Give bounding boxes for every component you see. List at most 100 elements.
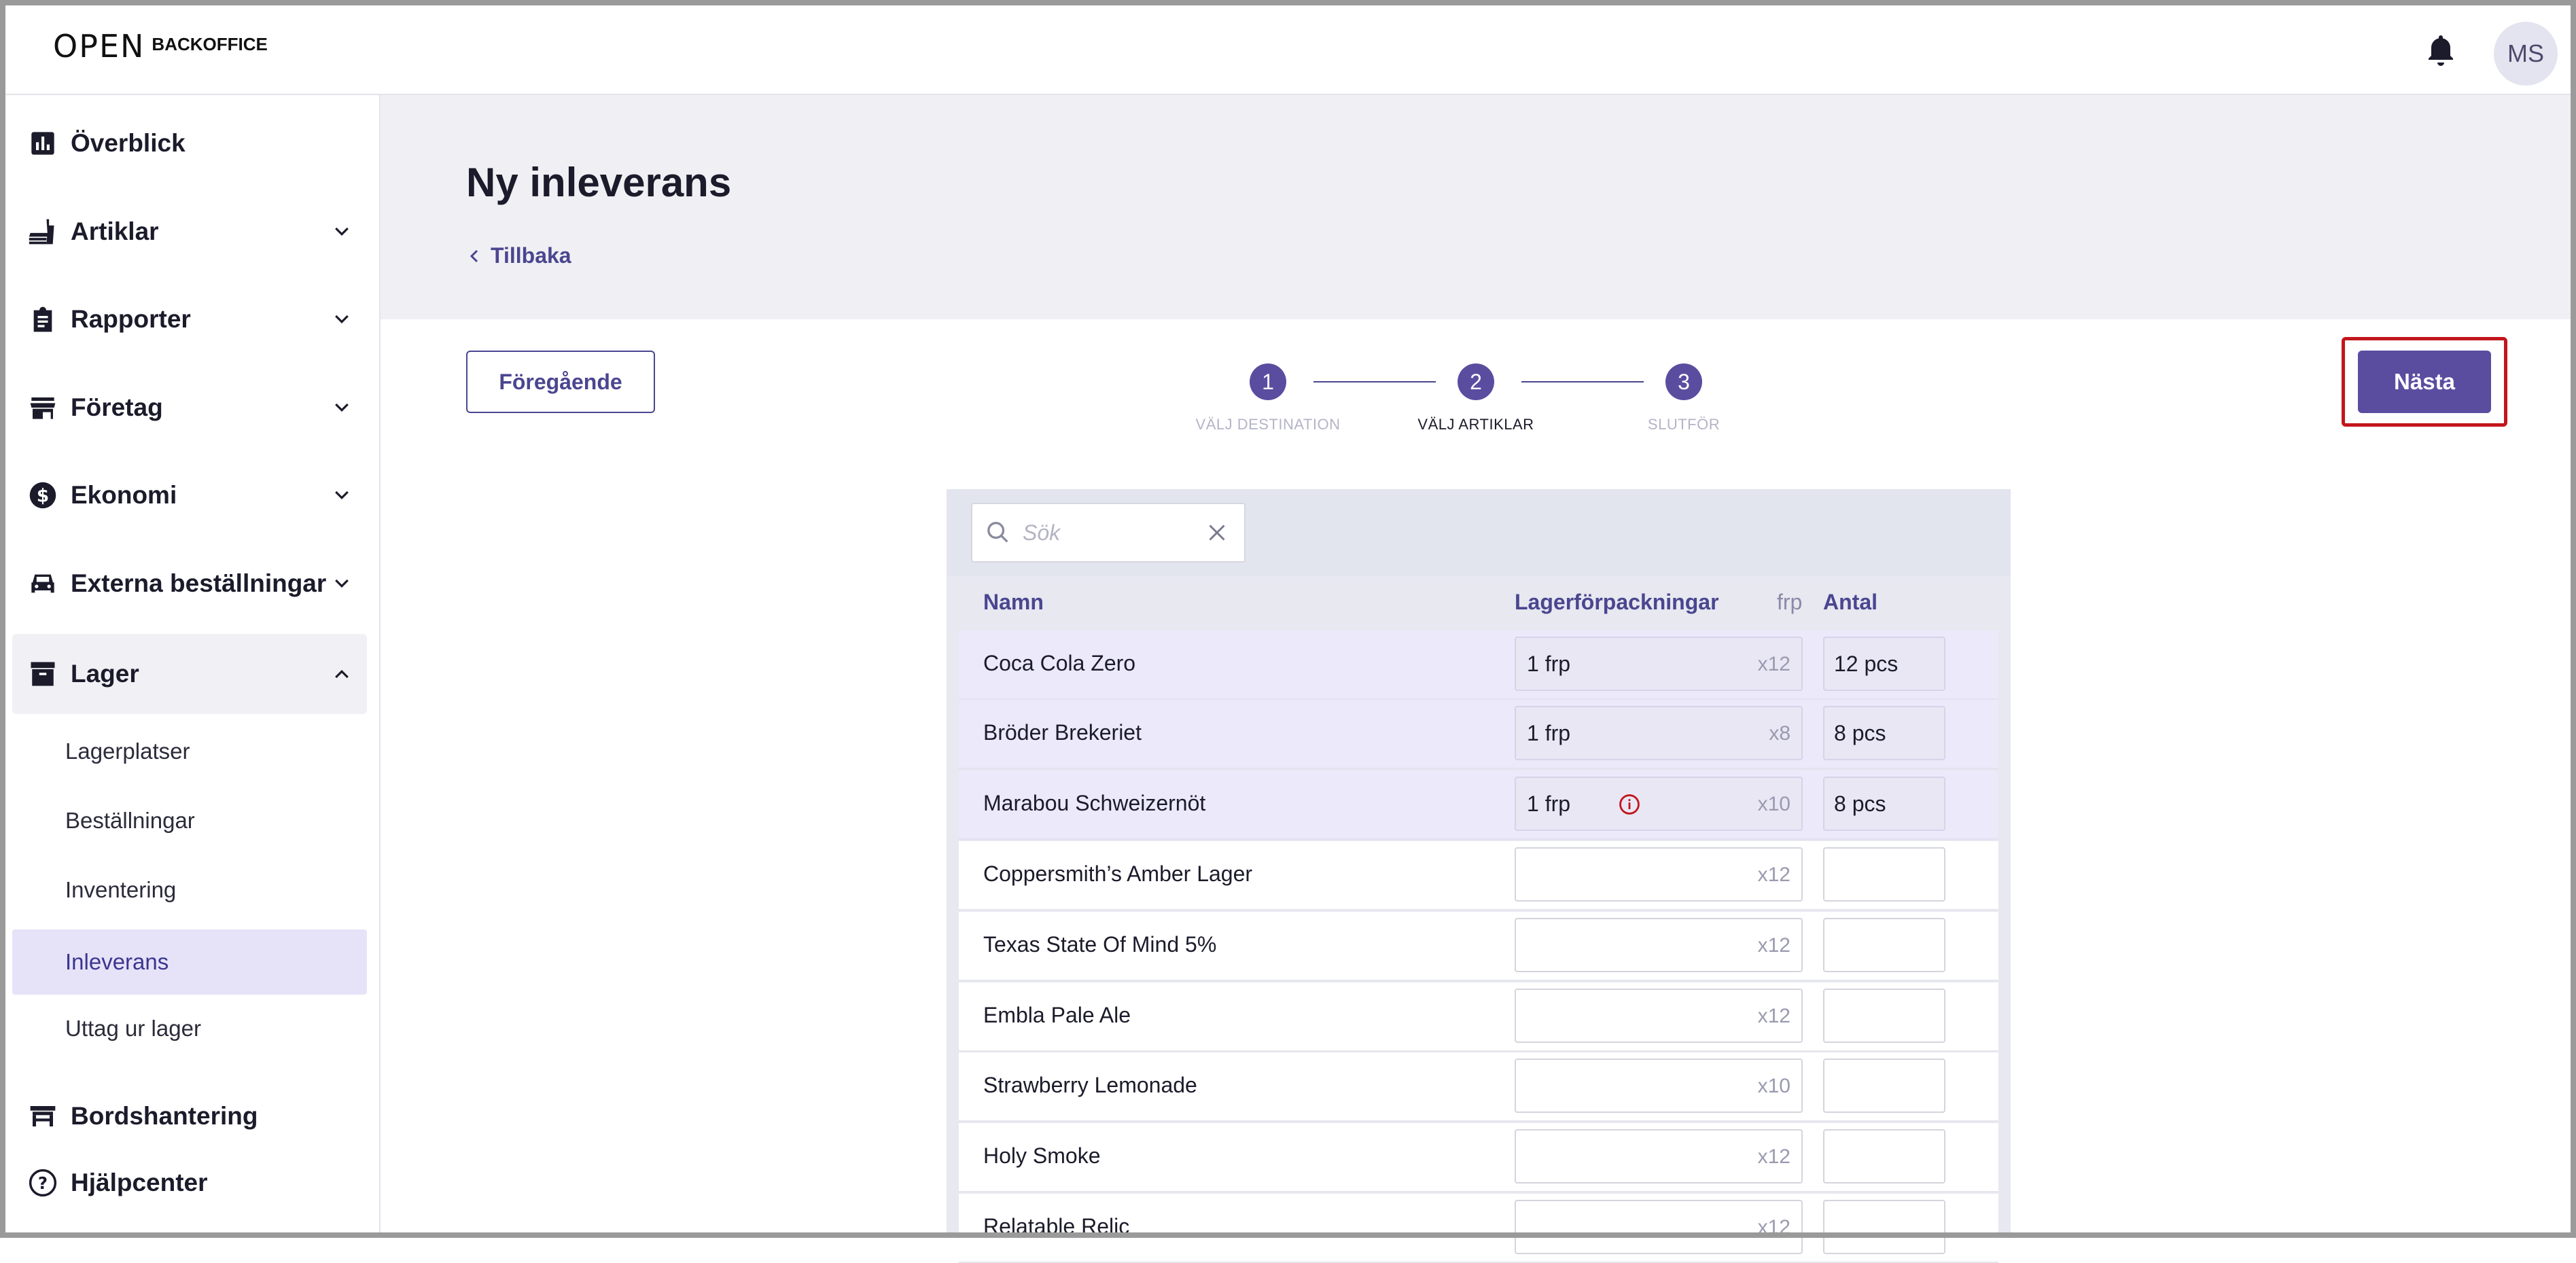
bell-icon[interactable] [2424,33,2457,68]
sidebar-subitem-bestallningar[interactable]: Beställningar [65,808,195,833]
packages-input[interactable]: 1 frp x12 [1515,637,1803,691]
packages-input[interactable]: 1 frp x10 [1515,777,1803,831]
quantity-input[interactable] [1823,989,1945,1043]
quantity-input[interactable] [1823,1129,1945,1184]
step-3-label: SLUTFÖR [1647,416,1721,433]
step-1-circle: 1 [1250,363,1286,400]
sidebar-item-label: Bordshantering [71,1102,258,1130]
sidebar-item-reports[interactable]: Rapporter [12,282,367,357]
sidebar-subitem-inleverans[interactable]: Inleverans [12,929,367,995]
page-header: Ny inleverans Tillbaka [381,95,2571,319]
sidebar-subitem-lagerplatser[interactable]: Lagerplatser [65,739,190,764]
column-header-packages: Lagerförpackningar [1515,590,1719,614]
avatar[interactable]: MS [2494,22,2558,86]
chevron-down-icon [335,227,349,236]
row-name: Texas State Of Mind 5% [983,932,1217,957]
table-row: Relatable Relic x12 [959,1194,1998,1263]
search-input[interactable]: Sök [971,503,1246,563]
sidebar-item-economy[interactable]: $ Ekonomi [12,458,367,533]
step-connector [1313,381,1436,383]
clipboard-icon [27,304,58,335]
sidebar-subitem-inventering[interactable]: Inventering [65,877,177,902]
chevron-down-icon [335,491,349,499]
row-name: Bröder Brekeriet [983,720,1142,745]
close-icon[interactable] [1205,520,1229,545]
next-button[interactable]: Nästa [2358,351,2491,413]
column-header-quantity: Antal [1823,590,1877,614]
quantity-input[interactable] [1823,1200,1945,1254]
quantity-input[interactable] [1823,847,1945,902]
previous-button[interactable]: Föregående [466,351,655,413]
step-1-label: VÄLJ DESTINATION [1195,416,1341,433]
store-icon [27,392,58,423]
packages-input[interactable]: x12 [1515,989,1803,1043]
package-multiplier: x12 [1757,1216,1790,1239]
package-multiplier: x12 [1757,653,1790,675]
table-icon [27,1101,58,1132]
packages-input[interactable]: x12 [1515,1200,1803,1254]
chevron-down-icon [335,579,349,588]
logo-mark: OPEN [53,28,145,65]
quantity-input[interactable] [1823,918,1945,972]
sidebar-item-label: Företag [71,393,163,421]
chart-icon [27,128,58,159]
sidebar: Överblick Artiklar Rapporter Företag $ E… [5,95,381,1232]
car-icon [27,568,58,599]
quantity-value: 8 pcs [1834,721,1886,745]
sidebar-item-articles[interactable]: Artiklar [12,194,367,269]
sidebar-subitem-uttag[interactable]: Uttag ur lager [65,1016,201,1041]
row-name: Coca Cola Zero [983,651,1136,675]
sidebar-item-external-orders[interactable]: Externa beställningar [12,546,367,621]
table-row: Strawberry Lemonade x10 [959,1052,1998,1122]
sidebar-item-label: Artiklar [71,217,159,245]
packages-input[interactable]: x12 [1515,918,1803,972]
sidebar-item-table-management[interactable]: Bordshantering [12,1079,367,1154]
table-row: Bröder Brekeriet 1 frp x8 8 pcs [959,700,1998,769]
packages-value: 1 frp [1527,652,1571,676]
help-icon: ? [27,1167,58,1198]
sidebar-item-help[interactable]: ? Hjälpcenter [12,1145,367,1220]
package-multiplier: x8 [1769,722,1790,745]
packages-input[interactable]: x12 [1515,847,1803,902]
package-multiplier: x10 [1757,793,1790,815]
food-icon [27,216,58,247]
package-multiplier: x12 [1757,864,1790,886]
quantity-input[interactable]: 8 pcs [1823,777,1945,831]
row-name: Embla Pale Ale [983,1003,1131,1027]
warning-icon[interactable] [1618,793,1641,816]
logo[interactable]: OPEN BACKOFFICE [53,30,268,63]
package-multiplier: x12 [1757,934,1790,957]
sidebar-item-overview[interactable]: Överblick [12,106,367,181]
table-row: Holy Smoke x12 [959,1123,1998,1192]
row-name: Relatable Relic [983,1214,1130,1239]
back-link[interactable]: Tillbaka [466,243,571,268]
packages-input[interactable]: 1 frp x8 [1515,706,1803,760]
row-name: Coppersmith’s Amber Lager [983,861,1253,886]
step-2-circle: 2 [1458,363,1494,400]
packages-value: 1 frp [1527,721,1571,745]
quantity-input[interactable] [1823,1059,1945,1113]
column-header-name[interactable]: Namn [983,590,1044,614]
search-icon [987,522,1008,543]
row-name: Holy Smoke [983,1143,1101,1168]
quantity-input[interactable]: 8 pcs [1823,706,1945,760]
table-row: Coca Cola Zero 1 frp x12 12 pcs [959,630,1998,700]
sidebar-item-label: Rapporter [71,305,191,333]
dollar-icon: $ [27,480,58,511]
chevron-down-icon [335,315,349,323]
table-row: Texas State Of Mind 5% x12 [959,912,1998,981]
step-3-circle: 3 [1665,363,1702,400]
sidebar-item-label: Externa beställningar [71,569,327,597]
sidebar-item-company[interactable]: Företag [12,370,367,445]
quantity-input[interactable]: 12 pcs [1823,637,1945,691]
packages-input[interactable]: x12 [1515,1129,1803,1184]
sidebar-item-label: Ekonomi [71,481,177,509]
sidebar-item-label: Överblick [71,129,186,157]
svg-text:?: ? [38,1173,48,1193]
main-content: Ny inleverans Tillbaka Föregående 1 2 3 … [381,95,2571,1263]
archive-icon [27,658,58,690]
sidebar-item-inventory[interactable]: Lager [12,634,367,714]
packages-input[interactable]: x10 [1515,1059,1803,1113]
row-name: Marabou Schweizernöt [983,791,1206,815]
chevron-up-icon [335,670,349,679]
